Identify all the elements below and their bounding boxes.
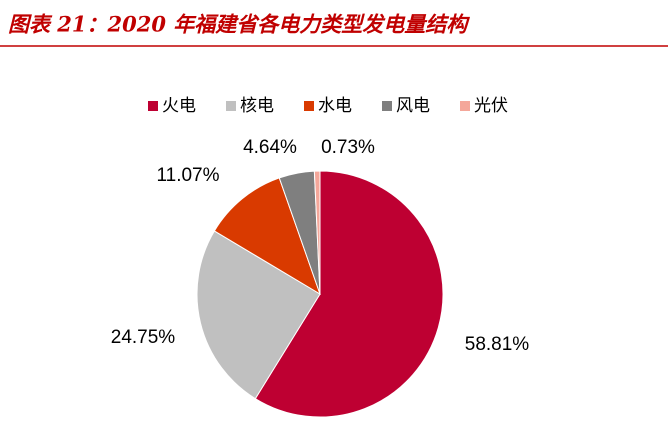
legend-swatch bbox=[304, 101, 314, 111]
legend-label: 光伏 bbox=[474, 96, 508, 116]
legend-label: 水电 bbox=[318, 96, 352, 116]
legend-label: 核电 bbox=[240, 96, 274, 116]
pie-slice bbox=[254, 170, 444, 418]
pie-slice bbox=[196, 230, 321, 400]
data-label: 11.07% bbox=[156, 165, 219, 186]
legend-swatch bbox=[382, 101, 392, 111]
pie-slice bbox=[313, 170, 321, 295]
legend-swatch bbox=[226, 101, 236, 111]
legend-swatch bbox=[460, 101, 470, 111]
chart-title: 图表 21：2020 年福建省各电力类型发电量结构 bbox=[8, 12, 470, 37]
data-label: 0.73% bbox=[321, 137, 375, 158]
legend-label: 火电 bbox=[162, 96, 196, 116]
data-label: 58.81% bbox=[465, 334, 530, 355]
data-label: 4.64% bbox=[243, 137, 297, 158]
legend-label: 风电 bbox=[396, 96, 430, 116]
pie-slice bbox=[213, 177, 321, 296]
data-label: 24.75% bbox=[111, 327, 176, 348]
legend-swatch bbox=[148, 101, 158, 111]
